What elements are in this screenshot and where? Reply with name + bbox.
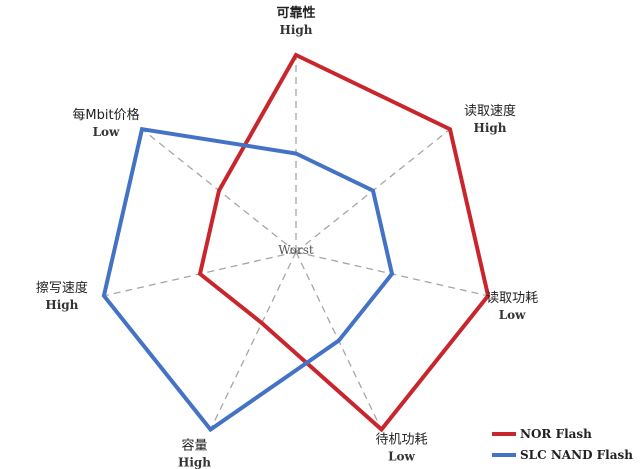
legend-entry-slc-nand-flash: SLC NAND Flash — [492, 448, 633, 462]
axis-label-2: 读取速度 High — [464, 103, 516, 135]
radar-series-nor-flash — [197, 52, 491, 433]
axis-label-7: 每Mbit价格 Low — [72, 107, 139, 139]
axis-name: 读取功耗 — [486, 291, 538, 306]
axis-name: 容量 — [181, 438, 207, 454]
legend: NOR Flash SLC NAND Flash — [492, 427, 633, 462]
axis-label-1: 可靠性 High — [276, 5, 315, 37]
legend-label: NOR Flash — [520, 427, 592, 441]
axis-name: 可靠性 — [276, 5, 315, 21]
axis-name: 读取速度 — [464, 103, 516, 119]
axis-level: High — [473, 121, 506, 135]
radar-axis-labels: 可靠性 High 读取速度 High 读取功耗 Low 待机功耗 Low 容量 High 擦写速度 H… — [36, 5, 538, 469]
axis-level: Low — [499, 308, 526, 322]
radar-spoke — [209, 251, 297, 430]
axis-label-6: 擦写速度 High — [36, 280, 88, 312]
axis-name: 待机功耗 — [375, 433, 427, 448]
center-label: Worst — [278, 243, 314, 257]
axis-label-4: 待机功耗 Low — [375, 433, 427, 464]
axis-label-5: 容量 High — [178, 438, 211, 469]
axis-level: High — [45, 298, 78, 312]
axis-name: 擦写速度 — [36, 280, 88, 296]
axis-label-3: 读取功耗 Low — [486, 291, 538, 322]
radar-series-slc-nand-flash — [101, 126, 395, 433]
legend-entry-nor-flash: NOR Flash — [492, 427, 592, 441]
axis-level: Low — [388, 450, 415, 464]
axis-level: High — [279, 23, 312, 37]
legend-label: SLC NAND Flash — [520, 448, 633, 462]
axis-name: 每Mbit价格 — [72, 107, 139, 123]
axis-level: High — [178, 456, 211, 469]
radar-series-layer — [101, 52, 491, 433]
axis-level: Low — [93, 125, 120, 139]
